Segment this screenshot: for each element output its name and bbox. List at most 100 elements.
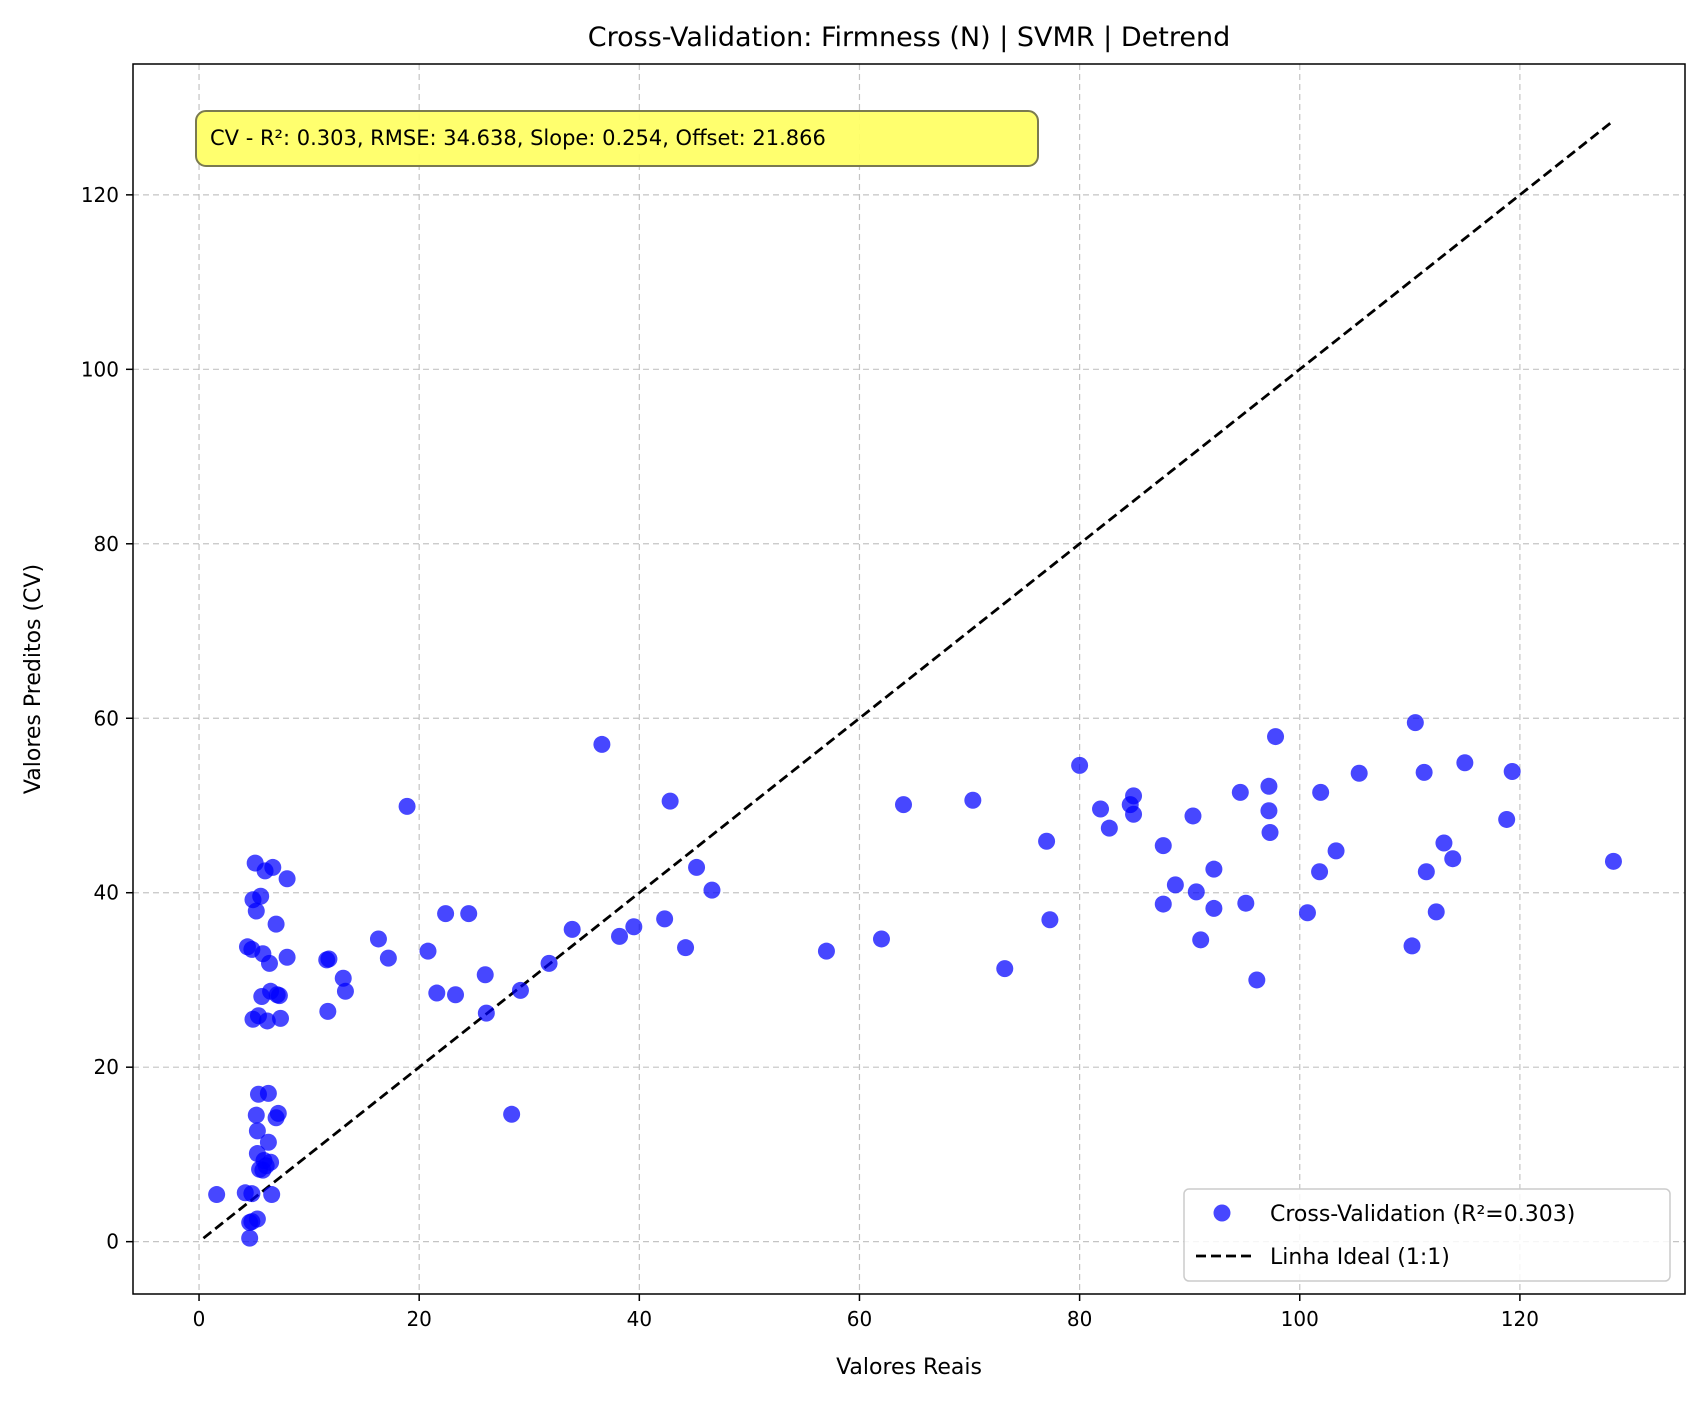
y-tick-label: 100 [81,357,119,381]
data-point [278,948,296,966]
y-axis-title: Valores Preditos (CV) [21,564,46,794]
data-point [1041,911,1059,929]
data-point [1435,834,1453,852]
legend-label-scatter: Cross-Validation (R²=0.303) [1270,1202,1575,1227]
data-point [656,910,674,928]
data-point [476,966,494,984]
data-point [1444,850,1462,868]
data-point [593,735,611,753]
data-point [264,858,282,876]
data-point [460,905,478,923]
data-point [540,954,558,972]
data-point [1154,837,1172,855]
data-point [271,1009,289,1027]
data-point [1417,863,1435,881]
data-point [477,1004,495,1022]
data-point [1187,883,1205,901]
data-point [248,1210,266,1228]
data-point [1184,807,1202,825]
data-point [428,984,446,1002]
x-axis-title: Valores Reais [836,1355,982,1380]
data-point [1298,904,1316,922]
data-point [1071,756,1089,774]
data-point [398,797,416,815]
data-point [336,982,354,1000]
data-point [1154,895,1172,913]
data-point [278,870,296,888]
x-tick-label: 80 [1067,1307,1092,1331]
data-point [872,930,890,948]
data-point [964,791,982,809]
data-point [437,905,455,923]
data-point [241,1229,259,1247]
y-tick-label: 0 [106,1230,119,1254]
x-tick-label: 40 [627,1307,652,1331]
data-point [1205,899,1223,917]
data-point [267,915,285,933]
data-point [703,881,721,899]
data-point [319,1002,337,1020]
x-tick-label: 60 [847,1307,872,1331]
data-point [817,942,835,960]
data-point [1261,824,1279,842]
data-point [1231,783,1249,801]
data-point [1604,852,1622,870]
plot-frame [132,63,1686,1295]
data-point [259,1084,277,1102]
legend-marker-scatter [1213,1204,1231,1222]
data-point [1415,763,1433,781]
data-point [1125,787,1143,805]
data-point [1092,800,1110,818]
data-point [1350,764,1368,782]
data-point [260,954,278,972]
data-point [1260,802,1278,820]
data-point [247,1106,265,1124]
data-point [1456,754,1474,772]
scatter-points [208,714,1622,1247]
data-point [1248,971,1266,989]
data-point [270,987,288,1005]
axis-ticks: 0 20 40 60 80 100 120 0 20 40 60 80 100 120 [81,183,1539,1331]
data-point [419,942,437,960]
data-point [1205,860,1223,878]
data-point [1498,810,1516,828]
data-point [208,1186,226,1204]
data-point [1192,931,1210,949]
data-point [1260,777,1278,795]
data-point [688,858,706,876]
y-tick-label: 60 [94,706,119,730]
x-tick-label: 100 [1281,1307,1319,1331]
data-point [894,796,912,814]
data-point [1125,805,1143,823]
data-point [447,986,465,1004]
data-point [1406,714,1424,732]
x-tick-label: 120 [1501,1307,1539,1331]
data-point [369,930,387,948]
metrics-annotation: CV - R²: 0.303, RMSE: 34.638, Slope: 0.2… [195,110,1039,167]
data-point [1403,937,1421,955]
x-tick-label: 20 [406,1307,431,1331]
data-point [661,792,679,810]
data-point [263,1186,281,1204]
data-point [269,1104,287,1122]
legend-label-ideal-line: Linha Ideal (1:1) [1270,1245,1450,1270]
data-point [320,950,338,968]
data-point [262,1153,280,1171]
data-point [1038,832,1056,850]
data-point [677,939,695,957]
metrics-annotation-text: CV - R²: 0.303, RMSE: 34.638, Slope: 0.2… [210,126,826,150]
data-point [625,918,643,936]
data-point [1267,728,1285,746]
data-point [1100,819,1118,837]
data-point [252,887,270,905]
data-point [248,1122,266,1140]
data-point [334,969,352,987]
data-point [1311,863,1329,881]
data-point [247,902,265,920]
data-point [258,1012,276,1030]
data-point [259,1133,277,1151]
data-point [379,949,397,967]
y-tick-label: 120 [81,183,119,207]
data-point [511,981,529,999]
data-point [1327,842,1345,860]
